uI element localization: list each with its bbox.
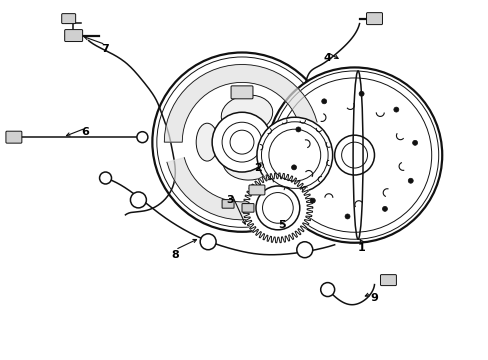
Circle shape xyxy=(412,140,417,145)
Circle shape xyxy=(130,192,146,208)
Circle shape xyxy=(407,178,412,183)
Circle shape xyxy=(382,206,386,211)
Circle shape xyxy=(321,99,326,104)
Polygon shape xyxy=(243,173,312,243)
FancyBboxPatch shape xyxy=(380,275,396,285)
FancyBboxPatch shape xyxy=(248,185,264,195)
Polygon shape xyxy=(166,142,319,220)
Text: 6: 6 xyxy=(81,127,89,137)
Text: 1: 1 xyxy=(357,243,365,253)
Circle shape xyxy=(295,127,300,132)
Text: 3: 3 xyxy=(226,195,233,205)
Polygon shape xyxy=(164,64,316,142)
Text: 5: 5 xyxy=(278,220,285,230)
Circle shape xyxy=(358,91,364,96)
Ellipse shape xyxy=(223,148,270,180)
Circle shape xyxy=(100,172,111,184)
FancyBboxPatch shape xyxy=(64,30,82,41)
FancyBboxPatch shape xyxy=(242,204,253,212)
Ellipse shape xyxy=(221,95,272,134)
Circle shape xyxy=(266,67,441,243)
Circle shape xyxy=(212,112,271,172)
Circle shape xyxy=(137,132,147,143)
Text: 9: 9 xyxy=(370,293,378,302)
Text: 8: 8 xyxy=(171,250,179,260)
Circle shape xyxy=(291,165,296,170)
Circle shape xyxy=(310,198,315,203)
Ellipse shape xyxy=(271,122,295,143)
FancyBboxPatch shape xyxy=(6,131,22,143)
Text: 7: 7 xyxy=(102,44,109,54)
Ellipse shape xyxy=(196,123,218,161)
Circle shape xyxy=(256,117,332,193)
Circle shape xyxy=(345,214,349,219)
FancyBboxPatch shape xyxy=(222,200,234,208)
Circle shape xyxy=(255,186,299,230)
FancyBboxPatch shape xyxy=(230,86,252,99)
Circle shape xyxy=(152,53,331,232)
Circle shape xyxy=(393,107,398,112)
Circle shape xyxy=(200,234,216,250)
Text: 2: 2 xyxy=(254,163,261,173)
Text: 4: 4 xyxy=(323,54,331,63)
FancyBboxPatch shape xyxy=(366,13,382,24)
Circle shape xyxy=(320,283,334,297)
Circle shape xyxy=(296,242,312,258)
FancyBboxPatch shape xyxy=(61,14,76,24)
